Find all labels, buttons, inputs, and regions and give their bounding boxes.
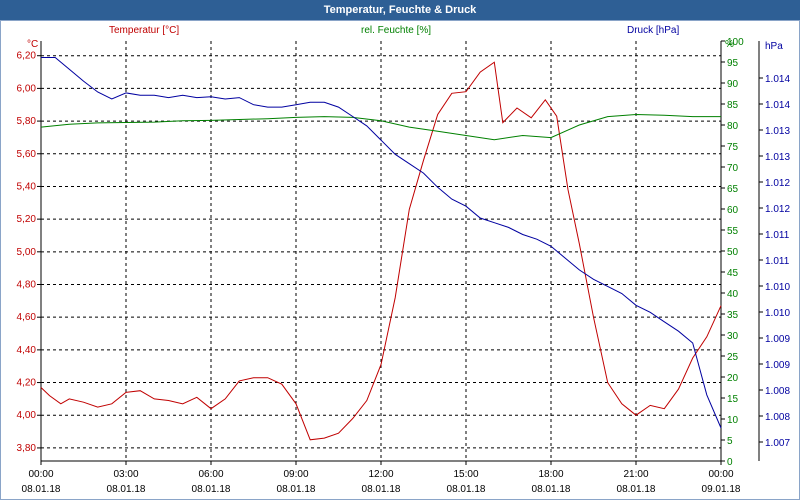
series-line-temperature [40,61,722,441]
x-tick-time: 00:00 [28,469,53,480]
x-tick-time: 12:00 [368,469,393,480]
humidity-tick-label: 60 [727,205,739,216]
pressure-tick-label: 1.009 [765,360,790,371]
pressure-tick-label: 1.008 [765,412,790,423]
pressure-tick-label: 1.012 [765,178,790,189]
x-tick-date: 08.01.18 [22,484,61,495]
humidity-tick-label: 30 [727,331,739,342]
temperature-axis-label: Temperatur [°C] [109,25,179,36]
x-tick-time: 15:00 [453,469,478,480]
x-tick-time: 21:00 [623,469,648,480]
humidity-tick-label: 35 [727,310,739,321]
pressure-tick-label: 1.014 [765,74,790,85]
temperature-tick-label: 4,00 [17,410,37,421]
pressure-tick-label: 1.010 [765,282,790,293]
humidity-tick-label: 70 [727,163,739,174]
series-line-pressure [41,57,722,429]
series-line-humidity [40,113,721,141]
x-tick-date: 08.01.18 [447,484,486,495]
humidity-tick-label: 90 [727,79,739,90]
pressure-axis: 1.007 1.008 1.008 1.009 1.009 1.010 1.010 1.011… [759,74,790,449]
pressure-tick-label: 1.013 [765,152,790,163]
x-tick-time: 18:00 [538,469,563,480]
humidity-tick-label: 75 [727,142,739,153]
temperature-tick-label: 5,20 [17,214,37,225]
humidity-tick-label: 55 [727,226,739,237]
chart-panel: 3,80 4,00 4,20 4,40 4,60 4,80 5,00 5,20 5,40 5,60… [0,20,800,500]
pressure-tick-label: 1.008 [765,386,790,397]
humidity-tick-label: 100 [727,37,744,48]
temperature-tick-label: 4,40 [17,345,37,356]
humidity-tick-label: 65 [727,184,739,195]
pressure-tick-label: 1.007 [765,438,790,449]
pressure-unit: hPa [765,41,783,52]
humidity-tick-label: 40 [727,289,739,300]
pressure-tick-label: 1.012 [765,204,790,215]
temperature-tick-label: 5,00 [17,247,37,258]
temperature-tick-label: 6,00 [17,83,37,94]
x-tick-time: 03:00 [113,469,138,480]
humidity-tick-label: 5 [727,436,733,447]
temperature-tick-label: 6,20 [17,51,37,62]
pressure-tick-label: 1.009 [765,334,790,345]
pressure-tick-label: 1.011 [765,256,790,267]
temperature-tick-label: 5,40 [17,181,37,192]
series-lines [40,57,722,441]
humidity-tick-label: 25 [727,352,739,363]
grid [41,41,721,461]
humidity-tick-label: 80 [727,121,739,132]
temperature-axis: 3,80 4,00 4,20 4,40 4,60 4,80 5,00 5,20 5,40 5,60… [17,51,41,454]
humidity-axis-label: rel. Feuchte [%] [361,25,431,36]
pressure-tick-label: 1.013 [765,126,790,137]
x-tick-date: 08.01.18 [107,484,146,495]
temperature-tick-label: 4,60 [17,312,37,323]
temperature-tick-label: 5,60 [17,149,37,160]
x-tick-date: 08.01.18 [617,484,656,495]
time-axis: 00:00 08.01.18 03:00 08.01.18 06:00 08.01.18 0… [22,461,741,495]
temperature-tick-label: 3,80 [17,443,37,454]
temperature-tick-label: 5,80 [17,116,37,127]
humidity-tick-label: 85 [727,100,739,111]
humidity-unit: % [725,39,734,50]
humidity-tick-label: 45 [727,268,739,279]
x-tick-date: 08.01.18 [192,484,231,495]
humidity-tick-label: 10 [727,415,739,426]
humidity-tick-label: 15 [727,394,739,405]
humidity-tick-label: 0 [727,457,733,468]
temperature-tick-label: 4,20 [17,378,37,389]
x-tick-date: 08.01.18 [277,484,316,495]
humidity-tick-label: 50 [727,247,739,258]
x-tick-time: 06:00 [198,469,223,480]
x-tick-date: 09.01.18 [702,484,741,495]
x-tick-time: 00:00 [708,469,733,480]
axes [40,41,760,462]
temperature-unit: °C [27,39,38,50]
temperature-tick-label: 4,80 [17,280,37,291]
humidity-axis: 0 5 10 15 20 25 30 35 40 45 50 55 60 65 70 75 80 85 90 95 10… [721,37,744,468]
x-tick-date: 08.01.18 [532,484,571,495]
pressure-axis-label: Druck [hPa] [627,25,679,36]
pressure-tick-label: 1.010 [765,308,790,319]
window-title: Temperatur, Feuchte & Druck [0,0,800,20]
line-chart: 3,80 4,00 4,20 4,40 4,60 4,80 5,00 5,20 5,40 5,60… [17,25,791,495]
pressure-tick-label: 1.011 [765,230,790,241]
humidity-tick-label: 95 [727,58,739,69]
pressure-tick-label: 1.014 [765,100,790,111]
x-tick-date: 08.01.18 [362,484,401,495]
humidity-tick-label: 20 [727,373,739,384]
x-tick-time: 09:00 [283,469,308,480]
